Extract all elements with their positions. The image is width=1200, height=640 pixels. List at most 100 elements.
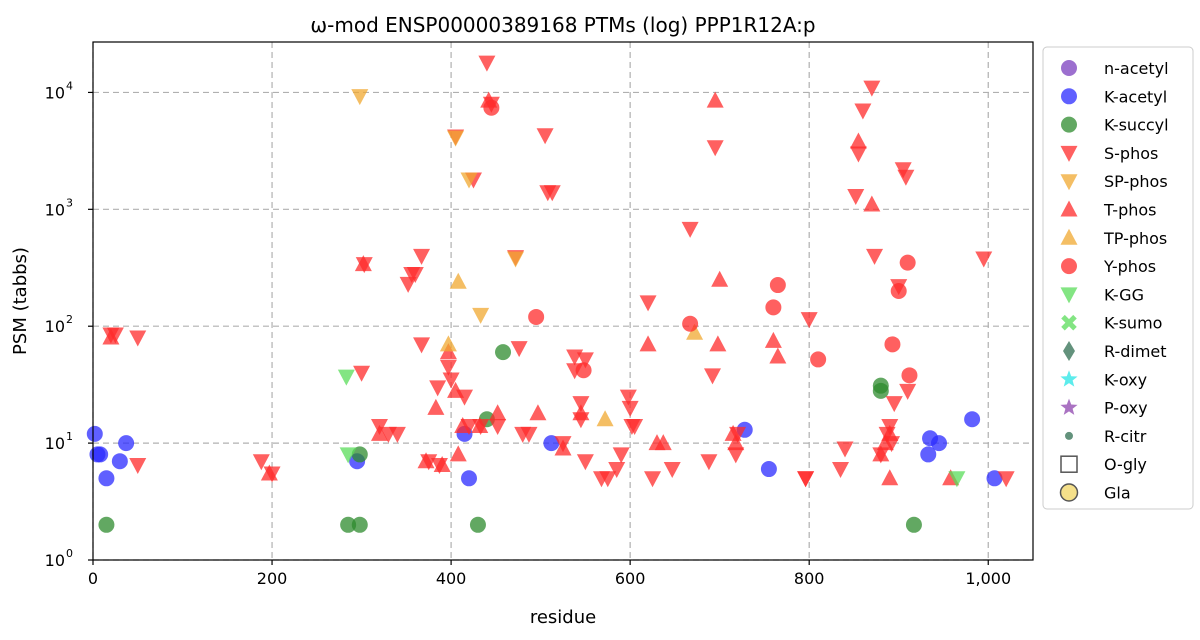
point-k-acetyl [461,470,477,487]
point-s-phos [406,266,424,283]
point-k-succyl [469,516,486,533]
point-s-phos [997,471,1015,488]
y-tick-exponent: 0 [66,547,73,560]
point-sp-phos [472,307,490,324]
point-s-phos [388,426,406,443]
point-y-phos [528,308,545,325]
point-s-phos [700,454,718,471]
x-tick-label: 600 [615,569,646,588]
plot-frame [92,41,1034,561]
point-k-acetyl [920,446,937,463]
point-k-acetyl [92,446,109,463]
point-s-phos [478,55,496,72]
point-s-phos [863,80,881,97]
y-tick-exponent: 1 [66,430,73,443]
x-tick-label: 400 [436,569,467,588]
x-axis-label: residue [530,607,596,628]
point-s-phos [129,330,147,347]
point-s-phos [681,221,699,238]
point-s-phos [849,146,867,163]
legend-label: n-acetyl [1104,59,1169,78]
y-tick-exponent: 2 [66,313,73,326]
legend: n-acetyl K-acetyl K-succyl S-phos SP-phos T-p… [1042,46,1194,510]
point-s-phos [626,419,644,436]
point-s-phos [510,341,528,358]
legend-label: P-oxy [1104,399,1148,418]
point-t-phos [863,195,881,212]
point-t-phos [354,255,372,272]
point-s-phos [536,128,554,145]
point-k-acetyl [986,470,1003,487]
point-t-phos [769,347,787,364]
legend-marker-r-dimet [1063,341,1075,361]
point-t-phos [417,452,435,469]
point-tp-phos [439,335,457,352]
point-t-phos [724,424,742,441]
point-y-phos [884,336,901,353]
point-t-phos [872,445,890,462]
point-s-phos [413,337,431,354]
y-tick-label: 10 [45,200,65,219]
x-tick-label: 1,000 [965,569,1011,588]
legend-label: T-phos [1103,201,1157,220]
legend-label: TP-phos [1103,229,1167,248]
legend-marker-s-phos [1060,145,1078,162]
data-points [86,55,1015,533]
point-s-phos [599,471,617,488]
point-s-phos [644,471,662,488]
point-s-phos [800,312,818,329]
point-k-acetyl [86,425,103,442]
point-y-phos [769,277,786,294]
point-s-phos [572,396,590,413]
point-k-acetyl [111,453,128,470]
legend-label: R-citr [1104,427,1147,446]
point-k-gg [948,471,966,488]
legend-marker-k-succyl [1061,116,1077,133]
legend-marker-t-phos [1060,200,1078,217]
point-tp-phos [596,410,614,427]
y-tick-label: 10 [45,83,65,102]
point-s-phos [608,462,626,479]
point-t-phos [639,335,657,352]
point-t-phos [706,91,724,108]
legend-marker-y-phos [1061,258,1077,275]
point-t-phos [102,328,120,345]
point-t-phos [433,455,451,472]
point-sp-phos [507,251,525,268]
point-sp-phos [351,89,369,106]
point-k-gg [339,447,357,464]
point-s-phos [576,454,594,471]
point-s-phos [885,396,903,413]
point-y-phos [483,99,500,116]
point-s-phos [612,447,630,464]
legend-label: K-sumo [1104,314,1162,333]
point-s-phos [429,380,447,397]
point-k-succyl [495,344,512,361]
point-t-phos [881,469,899,486]
point-y-phos [899,254,916,271]
point-s-phos [866,248,884,265]
point-t-phos [489,404,507,421]
legend-label: K-acetyl [1104,87,1167,106]
legend-label: K-oxy [1104,370,1147,389]
point-t-phos [370,424,388,441]
point-k-acetyl [98,470,115,487]
point-k-gg [337,369,355,386]
y-tick-label: 10 [45,551,65,570]
point-k-acetyl [543,435,560,452]
point-t-phos [709,335,727,352]
legend-marker-k-gg [1060,287,1078,304]
point-t-phos [454,417,472,434]
point-s-phos [854,103,872,120]
y-axis-label: PSM (tabbs) [10,247,31,355]
legend-marker-sp-phos [1060,174,1078,191]
legend-marker-gla [1059,483,1079,502]
point-t-phos [881,424,899,441]
point-s-phos [413,248,431,265]
point-k-acetyl [760,461,777,478]
point-s-phos [832,462,850,479]
point-s-phos [663,462,681,479]
legend-label: K-GG [1104,285,1144,304]
y-tick-label: 10 [45,434,65,453]
